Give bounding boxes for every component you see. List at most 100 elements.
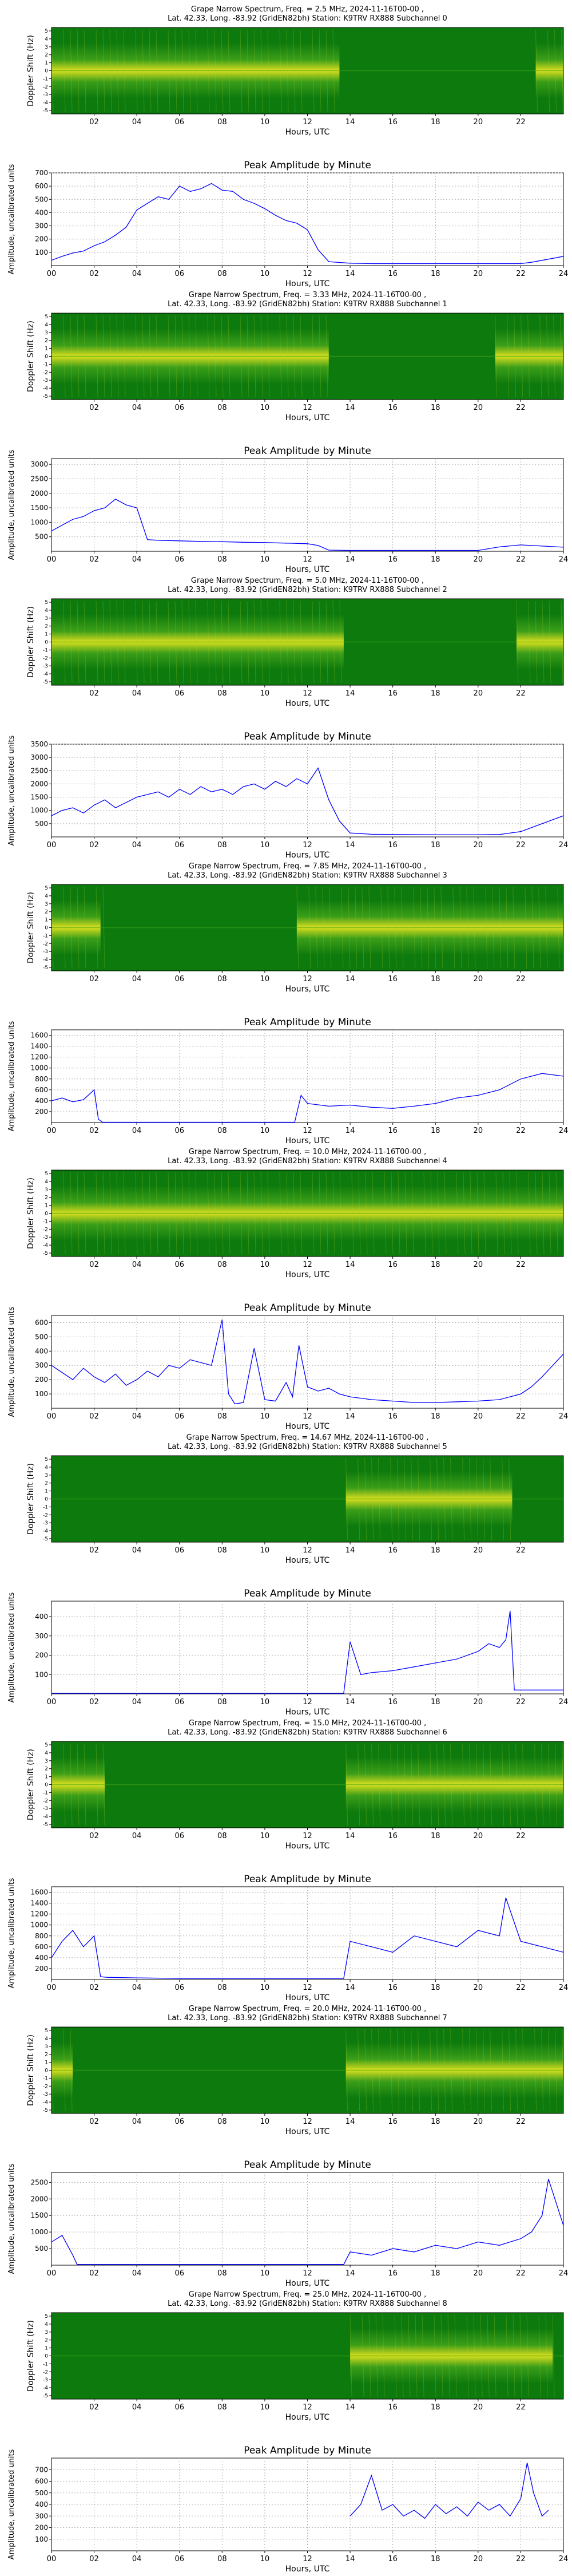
spectrum-title-line1: Grape Narrow Spectrum, Freq. = 20.0 MHz,… xyxy=(189,2005,426,2013)
amplitude-ytick-label: 1400 xyxy=(30,1899,48,1907)
spectrum-title-line2: Lat. 42.33, Long. -83.92 (GridEN82bh) St… xyxy=(168,586,447,594)
amplitude-ytick-label: 1200 xyxy=(30,1053,48,1061)
amplitude-xtick-label: 20 xyxy=(474,1698,483,1706)
spectrum-ytick-label: 1 xyxy=(45,2060,48,2066)
amplitude-xtick-label: 06 xyxy=(174,555,184,564)
spectrum-xtick-label: 18 xyxy=(431,2117,440,2126)
spectrum-ytick-label: 2 xyxy=(45,1195,48,1201)
spectrum-xtick-label: 18 xyxy=(431,689,440,698)
amplitude-title: Peak Amplitude by Minute xyxy=(244,445,371,457)
amplitude-xtick-label: 22 xyxy=(516,270,526,278)
amplitude-xtick-label: 14 xyxy=(345,270,355,278)
spectrum-ytick-label: -1 xyxy=(43,647,48,653)
spectrum-ytick-label: -3 xyxy=(43,1235,48,1240)
amplitude-ylabel: Amplitude, uncalibrated units xyxy=(7,164,16,274)
spectrum-xlabel: Hours, UTC xyxy=(285,699,330,708)
spectrum-ytick-label: 3 xyxy=(45,1187,48,1193)
amplitude-xtick-label: 18 xyxy=(431,1127,440,1135)
spectrum-xtick-label: 06 xyxy=(174,1261,184,1269)
amplitude-xtick-label: 24 xyxy=(559,1127,569,1135)
spectrum-xtick-label: 06 xyxy=(174,2403,184,2412)
amplitude-xtick-label: 20 xyxy=(474,555,483,564)
amplitude-xtick-label: 10 xyxy=(260,1127,270,1135)
spectrum-ytick-label: -2 xyxy=(43,1512,48,1518)
amplitude-xtick-label: 18 xyxy=(431,555,440,564)
spectrum-ytick-label: -1 xyxy=(43,1219,48,1224)
amplitude-xtick-label: 02 xyxy=(89,1412,99,1421)
amplitude-xtick-label: 02 xyxy=(89,270,99,278)
amplitude-xtick-label: 10 xyxy=(260,841,270,850)
amplitude-series-line xyxy=(51,183,564,264)
spectrum-xtick-label: 10 xyxy=(260,2403,270,2412)
spectrum-xtick-label: 08 xyxy=(217,1261,227,1269)
spectrum-xtick-label: 14 xyxy=(345,689,355,698)
amplitude-xtick-label: 10 xyxy=(260,1412,270,1421)
amplitude-ytick-label: 1000 xyxy=(30,1064,48,1072)
spectrum-ytick-label: 2 xyxy=(45,910,48,915)
amplitude-ytick-label: 800 xyxy=(35,1932,48,1940)
amplitude-xtick-label: 10 xyxy=(260,2555,270,2563)
spectrum-ytick-label: 4 xyxy=(45,322,48,328)
amplitude-xtick-label: 24 xyxy=(559,270,569,278)
amplitude-xtick-label: 08 xyxy=(217,2555,227,2563)
spectrum-xtick-label: 22 xyxy=(516,2403,526,2412)
spectrum-ytick-label: 0 xyxy=(45,926,48,931)
spectrum-ytick-label: -3 xyxy=(43,663,48,669)
amplitude-xtick-label: 00 xyxy=(47,1412,57,1421)
spectrum-ytick-label: 0 xyxy=(45,69,48,74)
spectrum-title-line2: Lat. 42.33, Long. -83.92 (GridEN82bh) St… xyxy=(168,1443,447,1451)
spectrum-xtick-label: 10 xyxy=(260,118,270,127)
amplitude-ytick-label: 500 xyxy=(35,1333,48,1341)
spectrum-xtick-label: 20 xyxy=(474,1261,483,1269)
spectrum-title-line2: Lat. 42.33, Long. -83.92 (GridEN82bh) St… xyxy=(168,1157,447,1165)
spectrum-xtick-label: 18 xyxy=(431,404,440,412)
spectrum-xtick-label: 10 xyxy=(260,1261,270,1269)
amplitude-xtick-label: 04 xyxy=(132,270,142,278)
spectrum-ytick-label: -5 xyxy=(43,2393,48,2399)
amplitude-xtick-label: 24 xyxy=(559,1984,569,1992)
amplitude-xtick-label: 20 xyxy=(474,2269,483,2278)
amplitude-series-line xyxy=(51,1319,564,1405)
amplitude-xtick-label: 12 xyxy=(303,2269,312,2278)
amplitude-xtick-label: 02 xyxy=(89,841,99,850)
amplitude-ytick-label: 100 xyxy=(35,1670,48,1678)
amplitude-ytick-label: 500 xyxy=(35,2245,48,2253)
amplitude-ylabel: Amplitude, uncalibrated units xyxy=(7,1306,16,1417)
spectrum-ytick-label: -2 xyxy=(43,1798,48,1804)
spectrum-xlabel: Hours, UTC xyxy=(285,128,330,137)
spectrum-xtick-label: 18 xyxy=(431,118,440,127)
spectrum-xtick-label: 16 xyxy=(388,2403,398,2412)
amplitude-xtick-label: 22 xyxy=(516,841,526,850)
spectrum-ytick-label: -3 xyxy=(43,2377,48,2383)
spectrum-xtick-label: 16 xyxy=(388,689,398,698)
amplitude-xtick-label: 18 xyxy=(431,1412,440,1421)
amplitude-ytick-label: 100 xyxy=(35,1390,48,1398)
spectrum-ylabel: Doppler Shift (Hz) xyxy=(26,35,35,106)
amplitude-xtick-label: 20 xyxy=(474,1984,483,1992)
amplitude-xtick-label: 08 xyxy=(217,2269,227,2278)
amplitude-xtick-label: 16 xyxy=(388,1984,398,1992)
spectrum-xtick-label: 20 xyxy=(474,975,483,983)
spectrum-ytick-label: 1 xyxy=(45,918,48,923)
spectrum-ylabel: Doppler Shift (Hz) xyxy=(26,1749,35,1820)
spectrogram-image xyxy=(51,1170,563,1257)
amplitude-ytick-label: 1000 xyxy=(30,807,48,815)
amplitude-ytick-label: 600 xyxy=(35,2478,48,2486)
spectrum-xtick-label: 06 xyxy=(174,975,184,983)
spectrum-ytick-label: 0 xyxy=(45,1497,48,1503)
amplitude-ytick-label: 500 xyxy=(35,2489,48,2497)
spectrum-xtick-label: 08 xyxy=(217,118,227,127)
spectrum-ytick-label: -4 xyxy=(43,1814,48,1820)
spectrum-xtick-label: 02 xyxy=(89,1546,99,1555)
spectrum-xtick-label: 02 xyxy=(89,1832,99,1840)
amplitude-ytick-label: 2000 xyxy=(30,780,48,788)
spectrum-ytick-label: -1 xyxy=(43,1790,48,1796)
spectrum-ytick-label: 0 xyxy=(45,640,48,646)
amplitude-xtick-label: 06 xyxy=(174,1127,184,1135)
amplitude-xtick-label: 18 xyxy=(431,1698,440,1706)
amplitude-xtick-label: 10 xyxy=(260,2269,270,2278)
amplitude-xlabel: Hours, UTC xyxy=(285,1993,330,2002)
amplitude-xlabel: Hours, UTC xyxy=(285,1136,330,1145)
spectrum-ytick-label: -3 xyxy=(43,949,48,955)
spectrum-ytick-label: 0 xyxy=(45,1211,48,1217)
